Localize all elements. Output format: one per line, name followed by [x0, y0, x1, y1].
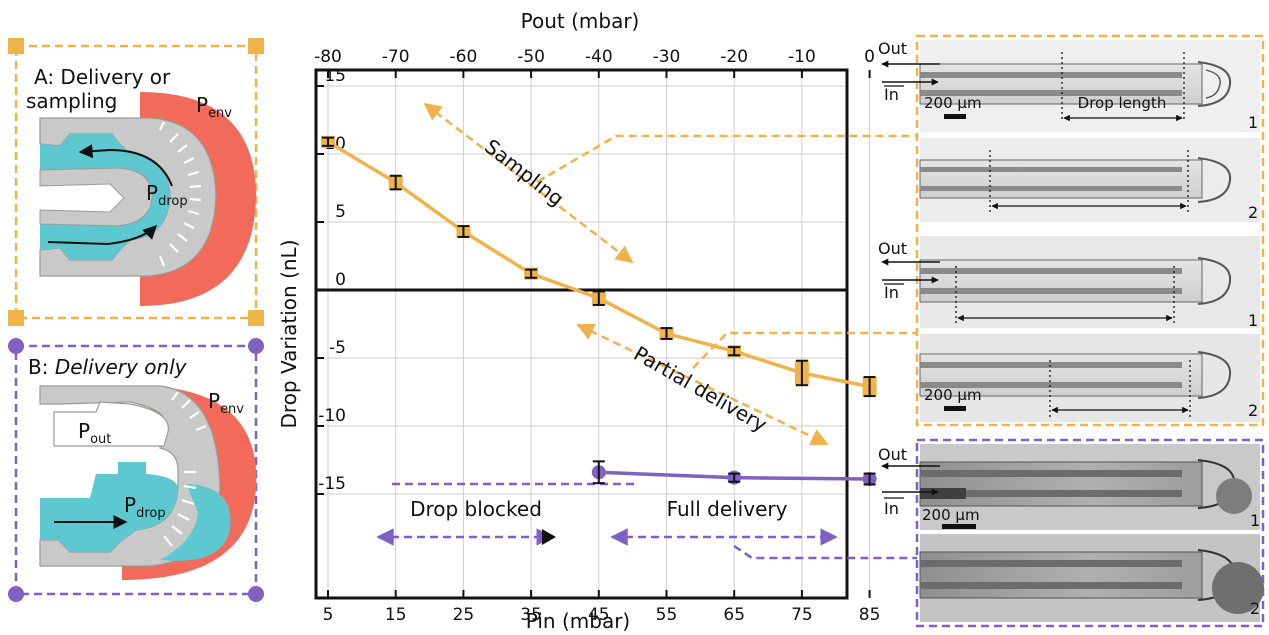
panel-a-title-line1: A: Delivery or — [34, 65, 171, 89]
connector-full — [733, 544, 917, 560]
p-env-label-a: Penv — [196, 93, 232, 121]
in-label-1: In — [884, 85, 899, 104]
panel-b: B: Delivery only Penv Pout Pdrop — [8, 338, 264, 602]
scale-bar-4 — [944, 406, 966, 411]
top-x-tick-label: -10 — [788, 47, 816, 67]
micrograph-1: Drop length 200 μm 1 — [919, 40, 1260, 132]
p-drop-label-a: Pdrop — [146, 181, 188, 209]
top-x-tick-label: -20 — [720, 47, 748, 67]
micrograph-5: 200 μm 1 — [919, 444, 1260, 530]
micrograph-column: Drop length 200 μm 1 2 1 — [878, 34, 1265, 628]
panel-b-corner-bl — [8, 586, 24, 602]
partial-delivery-arrow — [576, 323, 829, 446]
y-tick-label: 15 — [324, 66, 346, 86]
x-tick-label: 75 — [791, 605, 813, 625]
panel-b-title: B: Delivery only — [28, 355, 188, 379]
x-tick-label: 25 — [453, 605, 475, 625]
orange-micrograph-frame — [915, 34, 1265, 427]
environment-region-a — [140, 92, 257, 306]
top-x-tick-label: -30 — [653, 47, 681, 67]
panel-a-corner-tr — [248, 38, 264, 54]
panel-a-corner-br — [248, 310, 264, 326]
membrane-teeth-b — [163, 391, 207, 547]
top-x-tick-label: -40 — [585, 47, 613, 67]
out-label-1: Out — [878, 39, 907, 58]
x-tick-label: 85 — [859, 605, 881, 625]
frame-number-5: 1 — [1250, 511, 1260, 530]
p-drop-label-b: Pdrop — [124, 493, 166, 521]
panel-b-corner-tl — [8, 338, 24, 354]
top-x-tick-label: -50 — [517, 47, 545, 67]
y-tick-label: -10 — [318, 406, 346, 426]
panel-a-corner-bl — [8, 310, 24, 326]
y-tick-label: 0 — [335, 270, 346, 290]
y-tick-label: -5 — [329, 338, 346, 358]
panel-b-corner-br — [248, 586, 264, 602]
chart-axes: 5 15 25 35 45 55 65 75 85-80 -70 -60 -50 -40 -30 -20 -1… — [314, 47, 880, 625]
scale-bar-label-5: 200 μm — [922, 506, 980, 524]
connector-sampling — [536, 134, 917, 184]
micrograph-3: 1 — [919, 236, 1260, 330]
in-label-3: In — [884, 283, 899, 302]
purple-micrograph-frame — [915, 438, 1265, 628]
x-axis-label: Pin (mbar) — [526, 609, 630, 633]
scale-bar-label-4: 200 μm — [924, 386, 982, 404]
fluid-region-b — [40, 462, 178, 552]
x-tick-label: 65 — [723, 605, 745, 625]
flow-arrow-out-a — [78, 144, 173, 187]
x-tick-label: 45 — [588, 605, 610, 625]
p-out-label-b: Pout — [78, 419, 111, 447]
delivered-drop-b — [160, 484, 231, 561]
panel-a-corner-tl — [8, 38, 24, 54]
scale-bar-label-1: 200 μm — [924, 94, 982, 112]
sampling-arrow — [423, 102, 634, 264]
connector-partial — [692, 331, 917, 369]
y-axis-label: Drop Variation (nL) — [277, 240, 301, 429]
panel-a-frame — [14, 44, 258, 320]
top-x-tick-label: -60 — [450, 47, 478, 67]
micrograph-4: 200 μm 2 — [919, 334, 1260, 422]
frame-number-4: 2 — [1248, 401, 1258, 420]
frame-number-2: 2 — [1248, 203, 1258, 222]
top-x-tick-label: -70 — [382, 47, 410, 67]
top-x-tick-label: -80 — [314, 47, 342, 67]
micrograph-2: 2 — [919, 138, 1260, 222]
top-x-tick-label: 0 — [864, 47, 875, 67]
top-x-axis-label: Pout (mbar) — [521, 9, 640, 33]
x-tick-label: 35 — [520, 605, 542, 625]
annotation-drop-blocked: Drop blocked — [410, 497, 542, 521]
x-tick-label: 5 — [323, 605, 334, 625]
out-label-5: Out — [878, 445, 907, 464]
frame-number-1: 1 — [1248, 113, 1258, 132]
drop-blocked-arrowhead — [542, 529, 556, 545]
x-tick-label: 15 — [385, 605, 407, 625]
panel-b-corner-tr — [248, 338, 264, 354]
in-label-5: In — [884, 499, 899, 518]
drop-variation-chart: 5 15 25 35 45 55 65 75 85-80 -70 -60 -50 -40 -30 -20 -1… — [277, 9, 880, 633]
connectors — [536, 134, 917, 560]
panel-a-title-line2: sampling — [26, 89, 117, 113]
p-env-label-b: Penv — [208, 389, 244, 417]
micrograph-6: 2 — [919, 534, 1264, 622]
x-tick-label: 55 — [656, 605, 678, 625]
y-tick-label: -15 — [318, 474, 346, 494]
chart-series — [321, 135, 877, 487]
outlet-chamber-b — [53, 401, 169, 447]
panel-a: A: Delivery or sampling Penv — [8, 38, 264, 326]
frame-number-3: 1 — [1248, 311, 1258, 330]
plot-frame — [314, 68, 849, 600]
out-label-3: Out — [878, 239, 907, 258]
drop-length-label: Drop length — [1078, 94, 1167, 112]
probe-spacer-a — [39, 167, 153, 227]
frame-number-6: 2 — [1250, 599, 1260, 618]
membrane-teeth-a — [158, 121, 202, 267]
scale-bar-1 — [944, 114, 966, 119]
scale-bar-5 — [942, 524, 976, 529]
annotation-full-delivery: Full delivery — [667, 497, 788, 521]
fluid-region-a — [40, 134, 170, 260]
y-tick-label: 5 — [335, 202, 346, 222]
flow-arrow-in-a — [47, 225, 157, 246]
